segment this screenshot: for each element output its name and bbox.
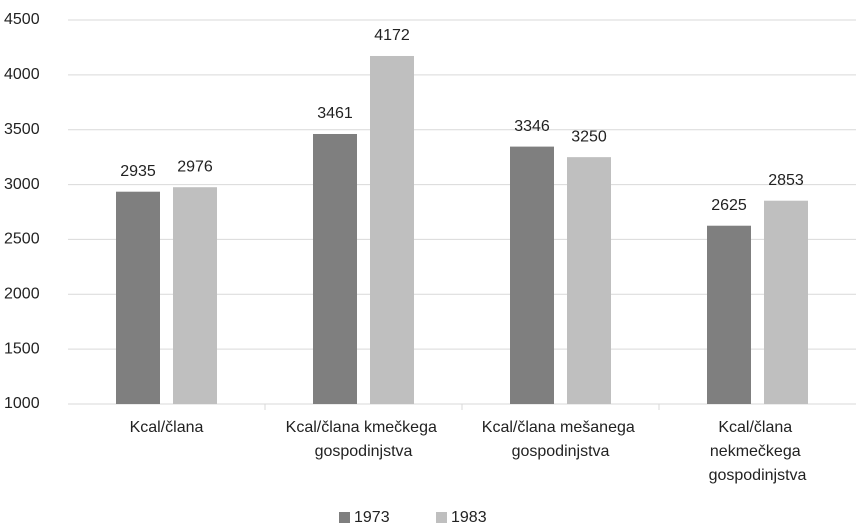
bar bbox=[370, 55, 414, 404]
y-tick-label: 1500 bbox=[4, 340, 40, 357]
bar bbox=[173, 187, 217, 404]
data-label: 4172 bbox=[374, 27, 410, 44]
data-label: 2976 bbox=[177, 158, 213, 175]
data-label: 2935 bbox=[120, 163, 156, 180]
data-label: 3250 bbox=[571, 128, 607, 145]
y-tick-label: 3000 bbox=[4, 176, 40, 193]
y-tick-label: 2000 bbox=[4, 286, 40, 303]
legend-swatch bbox=[339, 512, 350, 523]
y-tick-label: 4000 bbox=[4, 66, 40, 83]
x-tick-label: Kcal/člana kmečkega gospodinjstva bbox=[286, 419, 442, 460]
y-tick-label: 3500 bbox=[4, 121, 40, 138]
legend-label: 1983 bbox=[451, 509, 487, 526]
y-tick-label: 2500 bbox=[4, 231, 40, 248]
bar bbox=[510, 146, 554, 404]
data-label: 3461 bbox=[317, 105, 353, 122]
x-tick-label: Kcal/člana mešanega gospodinjstva bbox=[482, 419, 639, 460]
bar bbox=[707, 225, 751, 404]
data-label: 2625 bbox=[711, 197, 747, 214]
y-tick-label: 4500 bbox=[4, 11, 40, 28]
data-label: 2853 bbox=[768, 172, 804, 189]
x-tick-label: Kcal/člana nekmečkega gospodinjstva bbox=[709, 419, 807, 484]
x-tick-label: Kcal/člana bbox=[130, 419, 204, 436]
bar bbox=[116, 191, 160, 404]
legend-label: 1973 bbox=[354, 509, 390, 526]
bar bbox=[313, 133, 357, 404]
bar bbox=[567, 157, 611, 404]
y-tick-label: 1000 bbox=[4, 395, 40, 412]
data-label: 3346 bbox=[514, 118, 550, 135]
legend-swatch bbox=[436, 512, 447, 523]
bar bbox=[764, 200, 808, 404]
